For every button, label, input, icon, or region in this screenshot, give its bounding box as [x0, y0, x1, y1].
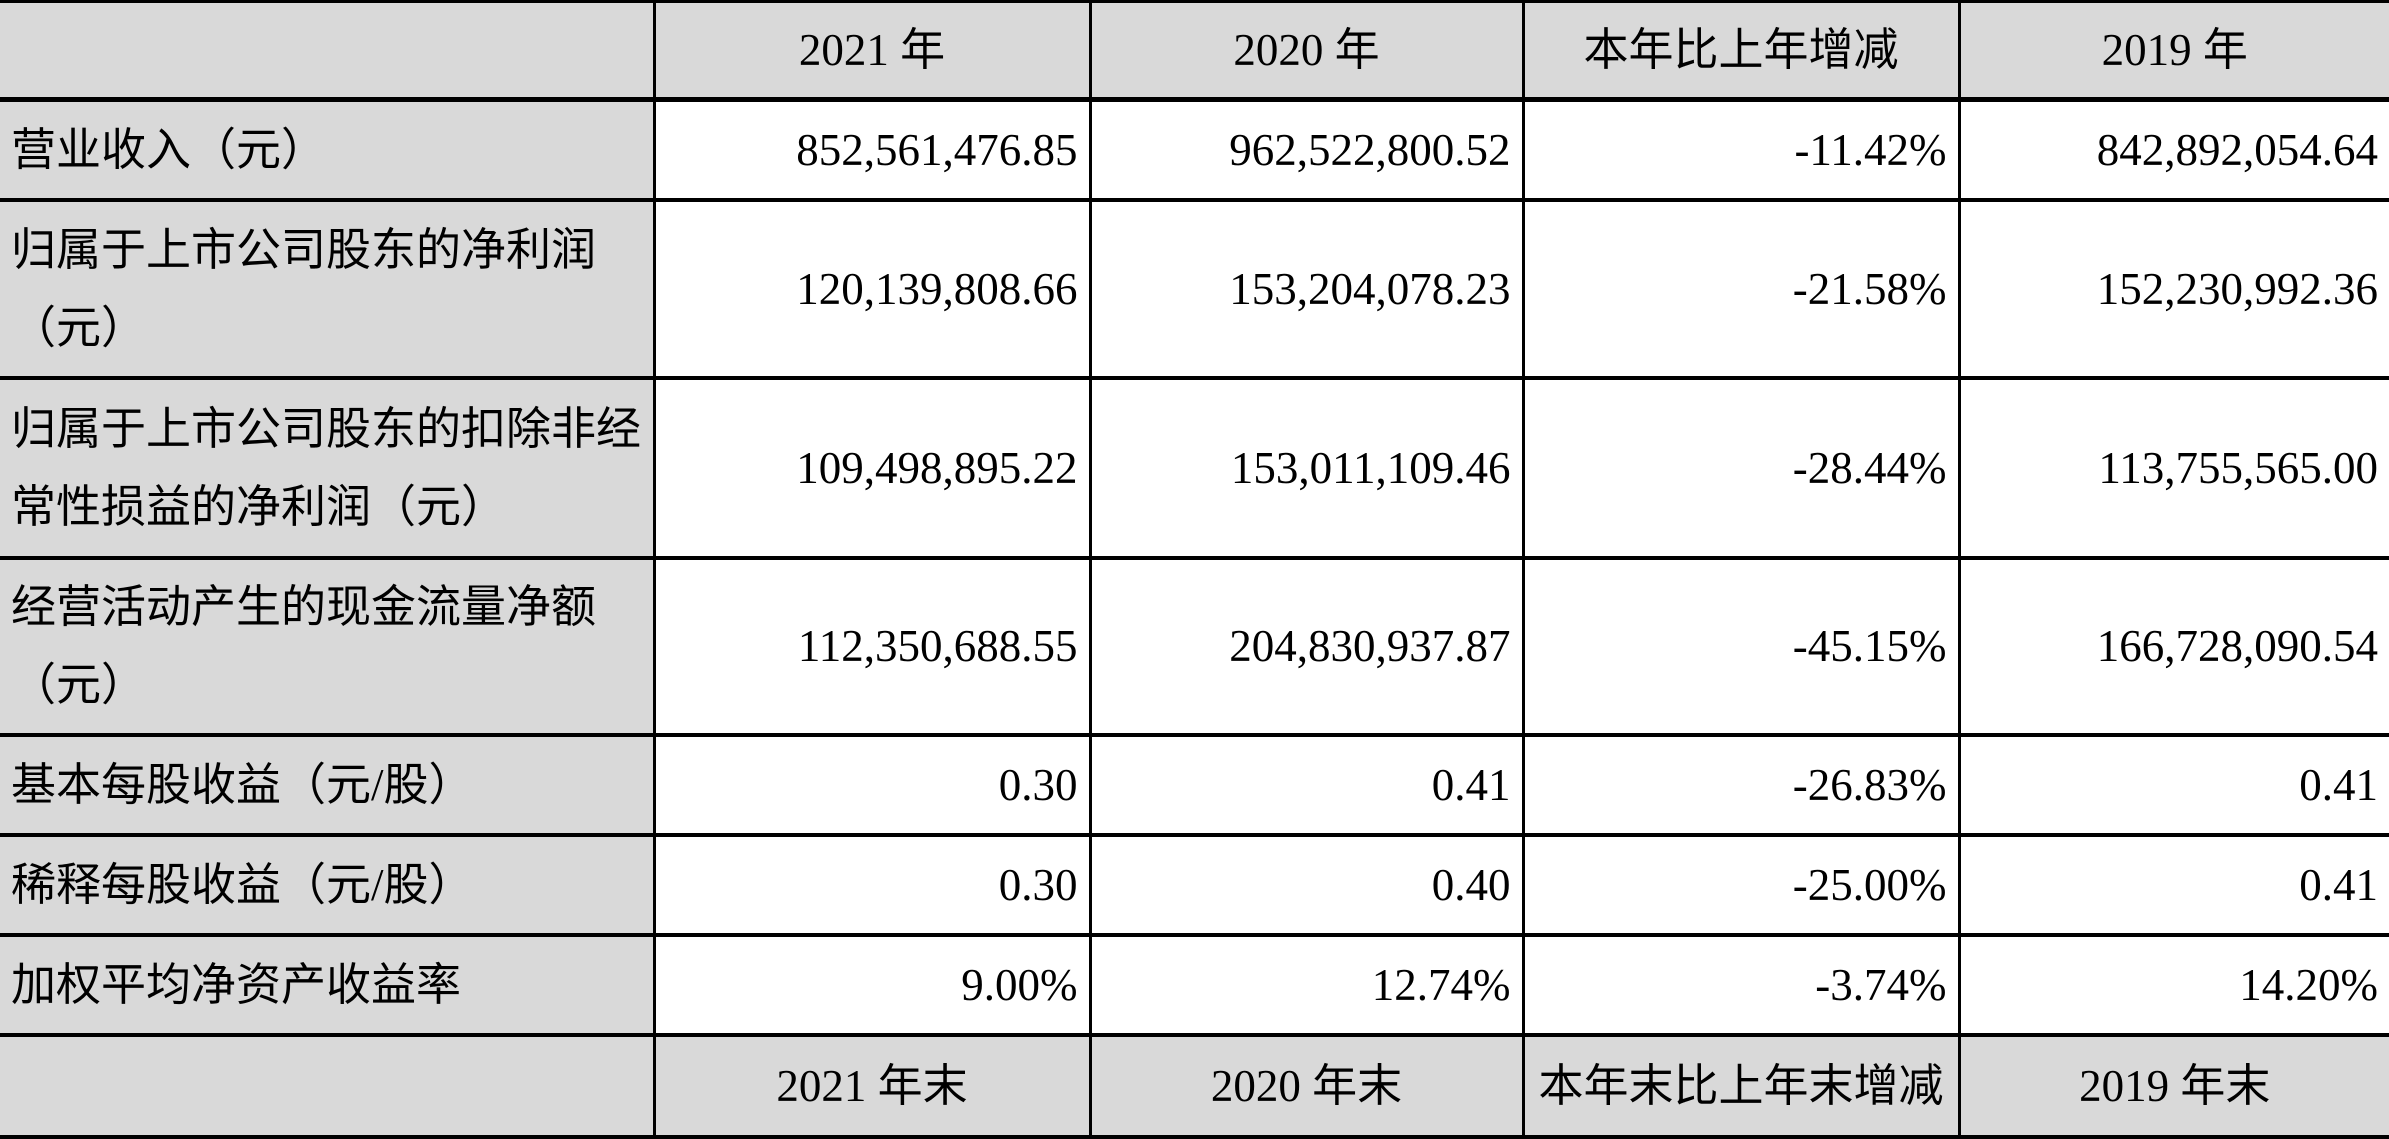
row-label: 稀释每股收益（元/股） — [0, 834, 654, 937]
header-col-2020-year-end: 2020 年末 — [1088, 1034, 1523, 1139]
table-row-operating-cash-flow: 经营活动产生的现金流量净额（元） 112,350,688.55 204,830,… — [0, 557, 2389, 737]
row-label: 经营活动产生的现金流量净额（元） — [0, 557, 654, 737]
cell-value-change: -21.58% — [1521, 199, 1959, 380]
header-col-2021: 2021 年 — [652, 1, 1090, 102]
cell-value-change: -11.42% — [1521, 99, 1959, 202]
cell-value-2019: 166,728,090.54 — [1957, 557, 2389, 737]
table-row-weighted-avg-roe: 加权平均净资产收益率 9.00% 12.74% -3.74% 14.20% — [0, 934, 2389, 1037]
header-col-2019-year-end: 2019 年末 — [1957, 1034, 2389, 1139]
header-col-year-end-change: 本年末比上年末增减 — [1521, 1034, 1959, 1139]
table-row-revenue: 营业收入（元） 852,561,476.85 962,522,800.52 -1… — [0, 99, 2389, 202]
cell-value-2021: 120,139,808.66 — [652, 199, 1090, 380]
table-row-basic-eps: 基本每股收益（元/股） 0.30 0.41 -26.83% 0.41 — [0, 734, 2389, 837]
cell-value-2021: 852,561,476.85 — [652, 99, 1090, 202]
header-col-yoy-change: 本年比上年增减 — [1521, 1, 1959, 102]
cell-value-2021: 112,350,688.55 — [652, 557, 1090, 737]
header-corner-cell — [0, 1, 654, 102]
cell-value-change: -3.74% — [1521, 934, 1959, 1037]
cell-value-2019: 14.20% — [1957, 934, 2389, 1037]
cell-value-2020: 204,830,937.87 — [1088, 557, 1523, 737]
cell-value-2020: 962,522,800.52 — [1088, 99, 1523, 202]
row-label: 基本每股收益（元/股） — [0, 734, 654, 837]
header-corner-cell — [0, 1034, 654, 1139]
cell-value-2021: 109,498,895.22 — [652, 377, 1090, 560]
header-col-2021-year-end: 2021 年末 — [652, 1034, 1090, 1139]
cell-value-2019: 842,892,054.64 — [1957, 99, 2389, 202]
cell-value-2021: 0.30 — [652, 834, 1090, 937]
cell-value-2019: 0.41 — [1957, 834, 2389, 937]
cell-value-2020: 0.40 — [1088, 834, 1523, 937]
table-row-diluted-eps: 稀释每股收益（元/股） 0.30 0.40 -25.00% 0.41 — [0, 834, 2389, 937]
cell-value-2020: 0.41 — [1088, 734, 1523, 837]
header-col-2020: 2020 年 — [1088, 1, 1523, 102]
header-col-2019: 2019 年 — [1957, 1, 2389, 102]
header-row-annual: 2021 年 2020 年 本年比上年增减 2019 年 — [0, 1, 2389, 102]
table-row-net-profit: 归属于上市公司股东的净利润（元） 120,139,808.66 153,204,… — [0, 199, 2389, 380]
cell-value-change: -28.44% — [1521, 377, 1959, 560]
cell-value-change: -45.15% — [1521, 557, 1959, 737]
cell-value-2021: 9.00% — [652, 934, 1090, 1037]
cell-value-change: -26.83% — [1521, 734, 1959, 837]
cell-value-2019: 113,755,565.00 — [1957, 377, 2389, 560]
row-label: 归属于上市公司股东的净利润（元） — [0, 199, 654, 380]
row-label: 归属于上市公司股东的扣除非经常性损益的净利润（元） — [0, 377, 654, 560]
cell-value-2020: 153,011,109.46 — [1088, 377, 1523, 560]
row-label: 加权平均净资产收益率 — [0, 934, 654, 1037]
cell-value-2020: 12.74% — [1088, 934, 1523, 1037]
cell-value-change: -25.00% — [1521, 834, 1959, 937]
row-label: 营业收入（元） — [0, 99, 654, 202]
table-row-net-profit-excl-nonrecurring: 归属于上市公司股东的扣除非经常性损益的净利润（元） 109,498,895.22… — [0, 377, 2389, 560]
cell-value-2021: 0.30 — [652, 734, 1090, 837]
header-row-year-end: 2021 年末 2020 年末 本年末比上年末增减 2019 年末 — [0, 1034, 2389, 1139]
cell-value-2020: 153,204,078.23 — [1088, 199, 1523, 380]
cell-value-2019: 152,230,992.36 — [1957, 199, 2389, 380]
cell-value-2019: 0.41 — [1957, 734, 2389, 837]
